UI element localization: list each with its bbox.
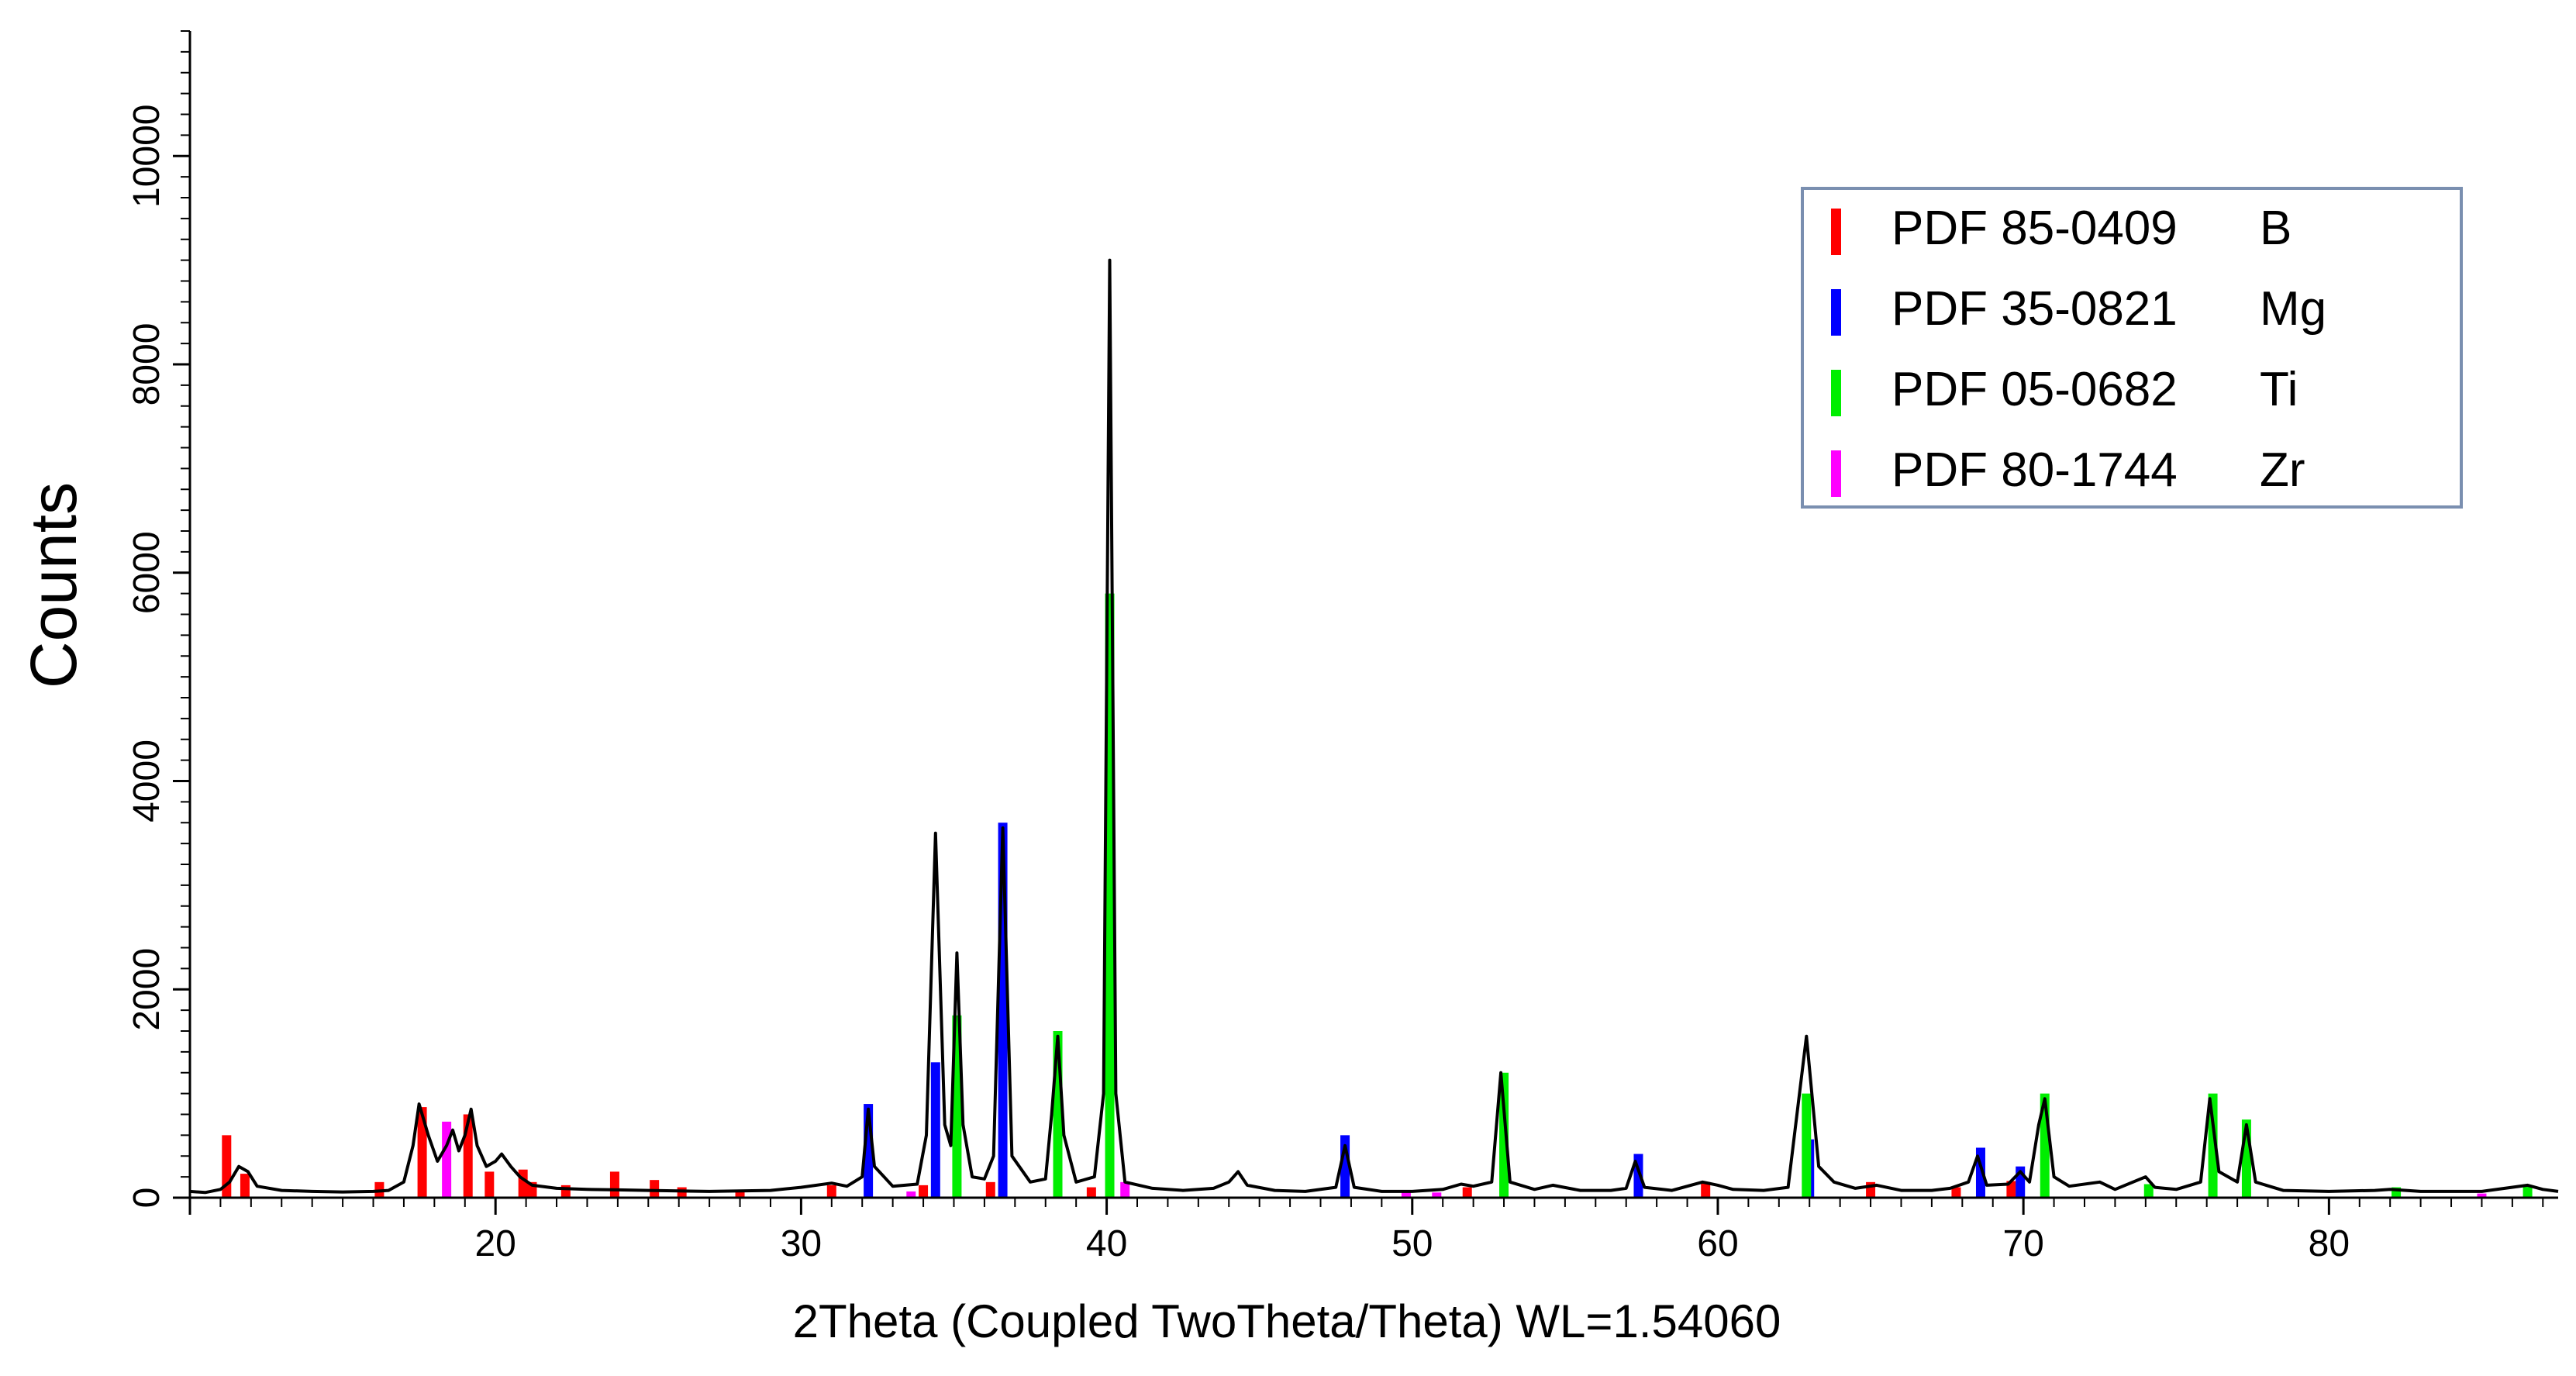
y-tick-label: 10000 <box>126 105 167 208</box>
legend-label: PDF 35-0821 <box>1891 282 2178 336</box>
peak-bar-mg <box>930 1062 940 1198</box>
x-tick-label: 80 <box>2309 1223 2350 1264</box>
peak-bar-b <box>826 1185 836 1198</box>
peak-bar-zr <box>1120 1181 1130 1198</box>
legend-element: Ti <box>2260 363 2298 416</box>
y-tick-label: 6000 <box>126 531 167 614</box>
peak-bar-b <box>609 1171 619 1198</box>
legend: PDF 85-0409 B PDF 35-0821 Mg PDF 05-0682 Ti PD… <box>1801 187 2463 509</box>
x-tick-label: 20 <box>474 1223 516 1264</box>
legend-swatch-ti <box>1831 370 1841 416</box>
legend-element: Zr <box>2260 443 2305 497</box>
peak-bar-zr <box>1432 1192 1442 1198</box>
legend-box <box>1801 187 2463 509</box>
peak-bar-b <box>485 1171 495 1198</box>
peak-bar-b <box>240 1174 250 1198</box>
legend-element: Mg <box>2260 282 2326 336</box>
x-tick-label: 60 <box>1697 1223 1738 1264</box>
legend-label: PDF 05-0682 <box>1891 363 2178 416</box>
x-tick-label: 70 <box>2002 1223 2043 1264</box>
peak-bar-b <box>985 1181 995 1198</box>
peak-bar-b <box>1086 1187 1096 1198</box>
peak-bar-b <box>518 1169 528 1198</box>
axis-ticks: 20 30 40 50 60 70 80 0 2000 4000 6000 8000 10000 <box>126 30 2544 1264</box>
y-tick-label: 8000 <box>126 323 167 406</box>
peak-bar-ti <box>2143 1184 2154 1198</box>
peak-bar-b <box>650 1180 660 1198</box>
peak-bar-zr <box>906 1191 916 1198</box>
peak-bar-b <box>1701 1181 1711 1198</box>
x-tick-label: 50 <box>1391 1223 1433 1264</box>
legend-element: B <box>2260 202 2292 255</box>
peak-bar-ti <box>1802 1093 1812 1198</box>
x-axis-title: 2Theta (Coupled TwoTheta/Theta) WL=1.540… <box>793 1295 1781 1347</box>
diffraction-pattern-line <box>189 258 2559 1195</box>
y-tick-label: 4000 <box>126 740 167 822</box>
y-axis-title: Counts <box>17 482 90 688</box>
legend-swatch-zr <box>1831 450 1841 497</box>
x-tick-label: 30 <box>781 1223 822 1264</box>
peak-bar-zr <box>2477 1193 2487 1198</box>
peak-bar-zr <box>1401 1192 1411 1198</box>
x-tick-label: 40 <box>1086 1223 1127 1264</box>
legend-label: PDF 80-1744 <box>1891 443 2178 497</box>
reference-peaks <box>222 593 2533 1198</box>
legend-label: PDF 85-0409 <box>1891 202 2178 255</box>
peak-bar-b <box>417 1107 427 1198</box>
peak-bar-b <box>735 1191 745 1198</box>
legend-swatch-b <box>1831 209 1841 255</box>
peak-bar-b <box>1462 1187 1472 1198</box>
y-tick-label: 2000 <box>126 948 167 1031</box>
peak-bar-ti <box>2208 1093 2218 1198</box>
peak-bar-ti <box>2523 1185 2533 1198</box>
peak-bar-b <box>1951 1187 1961 1198</box>
peak-bar-b <box>919 1185 929 1198</box>
legend-swatch-mg <box>1831 289 1841 336</box>
y-tick-label: 0 <box>126 1188 167 1209</box>
peak-bar-ti <box>1499 1072 1509 1198</box>
